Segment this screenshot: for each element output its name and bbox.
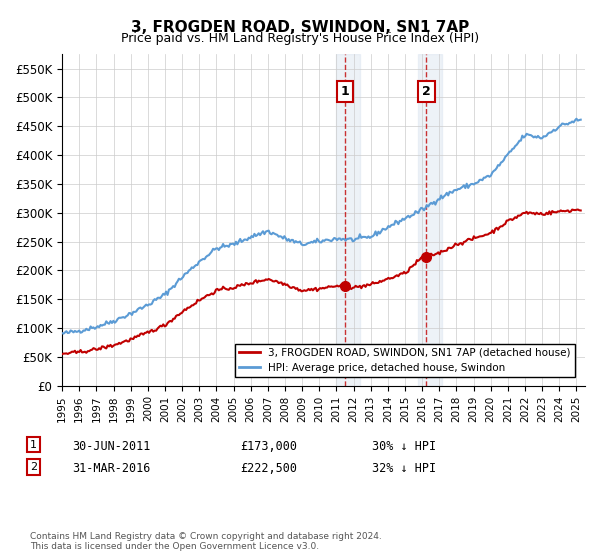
Text: 30-JUN-2011: 30-JUN-2011 <box>72 440 151 452</box>
Legend: 3, FROGDEN ROAD, SWINDON, SN1 7AP (detached house), HPI: Average price, detached: 3, FROGDEN ROAD, SWINDON, SN1 7AP (detac… <box>235 343 575 377</box>
Text: 1: 1 <box>30 440 37 450</box>
Text: £222,500: £222,500 <box>240 462 297 475</box>
Text: £173,000: £173,000 <box>240 440 297 452</box>
Bar <box>337 54 361 386</box>
Text: 32% ↓ HPI: 32% ↓ HPI <box>372 462 436 475</box>
Text: Price paid vs. HM Land Registry's House Price Index (HPI): Price paid vs. HM Land Registry's House … <box>121 32 479 45</box>
Text: Contains HM Land Registry data © Crown copyright and database right 2024.
This d: Contains HM Land Registry data © Crown c… <box>30 532 382 552</box>
Text: 2: 2 <box>30 462 37 472</box>
Text: 1: 1 <box>341 85 349 98</box>
Text: 31-MAR-2016: 31-MAR-2016 <box>72 462 151 475</box>
Text: 30% ↓ HPI: 30% ↓ HPI <box>372 440 436 452</box>
Bar <box>418 54 442 386</box>
Text: 3, FROGDEN ROAD, SWINDON, SN1 7AP: 3, FROGDEN ROAD, SWINDON, SN1 7AP <box>131 20 469 35</box>
Text: 2: 2 <box>422 85 431 98</box>
